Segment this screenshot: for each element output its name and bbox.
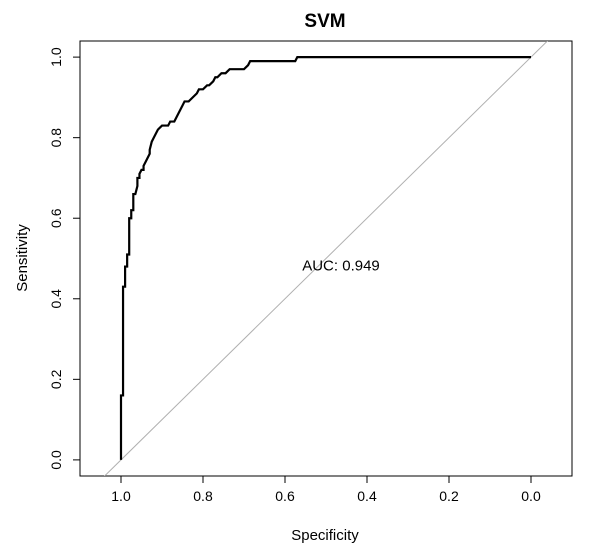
y-tick-label: 0.0 — [48, 450, 64, 470]
y-tick-label: 0.4 — [48, 289, 64, 309]
x-tick-label: 0.0 — [521, 488, 541, 504]
y-tick-label: 1.0 — [48, 47, 64, 67]
auc-annotation: AUC: 0.949 — [302, 258, 380, 275]
x-tick-label: 0.6 — [275, 488, 295, 504]
y-tick-label: 0.2 — [48, 369, 64, 389]
x-axis-label: Specificity — [291, 527, 359, 544]
chart-title: SVM — [304, 11, 345, 32]
x-tick-label: 0.2 — [439, 488, 459, 504]
y-tick-label: 0.6 — [48, 208, 64, 228]
x-tick-label: 0.8 — [193, 488, 213, 504]
y-axis: 0.0 0.2 0.4 0.6 0.8 1.0 — [48, 47, 81, 470]
x-tick-label: 1.0 — [111, 488, 131, 504]
x-axis: 1.0 0.8 0.6 0.4 0.2 0.0 — [111, 475, 541, 504]
x-tick-label: 0.4 — [357, 488, 377, 504]
y-tick-label: 0.8 — [48, 128, 64, 148]
y-axis-label: Sensitivity — [14, 224, 31, 292]
roc-curve-series — [119, 56, 531, 460]
reference-diagonal-line — [103, 41, 549, 476]
